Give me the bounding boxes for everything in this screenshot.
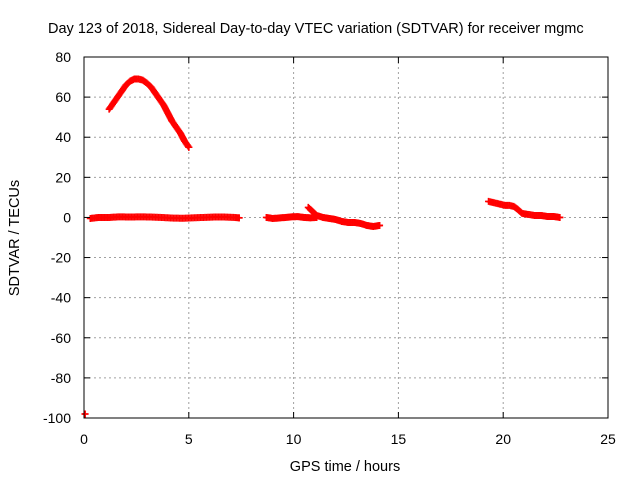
series bbox=[304, 203, 384, 230]
y-tick-label: -40 bbox=[51, 290, 71, 306]
data-point bbox=[556, 213, 564, 221]
chart-title: Day 123 of 2018, Sidereal Day-to-day VTE… bbox=[48, 21, 584, 37]
y-tick-label: 0 bbox=[63, 209, 71, 225]
y-tick-label: 40 bbox=[55, 129, 71, 145]
y-tick-label: -100 bbox=[43, 410, 71, 426]
y-tick-label: -60 bbox=[51, 330, 71, 346]
x-tick-label: 0 bbox=[80, 431, 88, 447]
y-tick-label: 60 bbox=[55, 89, 71, 105]
data-point bbox=[235, 214, 243, 222]
x-tick-label: 20 bbox=[495, 431, 511, 447]
y-tick-label: -80 bbox=[51, 370, 71, 386]
x-axis-label: GPS time / hours bbox=[290, 459, 400, 475]
axis-ticks bbox=[83, 56, 609, 419]
x-tick-label: 25 bbox=[600, 431, 616, 447]
y-axis-label: SDTVAR / TECUs bbox=[7, 180, 23, 296]
y-tick-label: 80 bbox=[55, 49, 71, 65]
series bbox=[485, 197, 564, 221]
data-points bbox=[81, 75, 564, 418]
data-point bbox=[376, 221, 384, 229]
y-tick-label: 20 bbox=[55, 169, 71, 185]
series bbox=[81, 410, 89, 418]
grid-lines bbox=[84, 57, 608, 418]
tick-labels: 0 5 10 15 20 25 -100 -80 -60 -40 -20 0 20 40 60 80 bbox=[43, 49, 616, 447]
x-tick-label: 5 bbox=[185, 431, 193, 447]
y-tick-label: -20 bbox=[51, 250, 71, 266]
series bbox=[86, 213, 243, 222]
series bbox=[105, 75, 193, 151]
x-tick-label: 15 bbox=[391, 431, 407, 447]
data-point bbox=[81, 410, 89, 418]
data-point bbox=[185, 143, 193, 151]
x-tick-label: 10 bbox=[286, 431, 302, 447]
data-point bbox=[184, 142, 192, 150]
plot-frame bbox=[83, 56, 609, 419]
